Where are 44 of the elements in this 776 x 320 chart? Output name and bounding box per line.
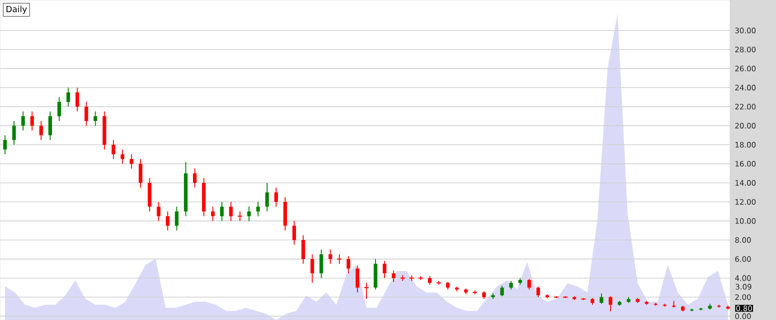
candlestick — [166, 210, 170, 231]
candlestick — [536, 286, 540, 298]
candlestick — [192, 168, 197, 188]
candlestick — [356, 265, 360, 293]
candlestick — [374, 258, 378, 290]
candlestick — [94, 110, 98, 126]
candlestick — [328, 249, 332, 264]
candlestick — [84, 101, 88, 126]
candlestick — [211, 206, 215, 222]
candlestick — [3, 134, 7, 155]
candlestick — [265, 182, 269, 212]
text: Daily — [6, 6, 27, 14]
candlestick — [527, 278, 531, 290]
candlestick — [392, 270, 396, 282]
candlestick — [120, 149, 124, 164]
candlestick — [600, 292, 604, 304]
candlestick — [320, 249, 324, 279]
candlestick — [500, 285, 504, 297]
candlestick — [138, 158, 142, 188]
candlestick — [229, 201, 233, 222]
candlestick — [301, 234, 306, 264]
candlestick — [283, 196, 287, 231]
candlestick — [174, 206, 179, 231]
candlestick — [30, 110, 34, 131]
candlestick — [148, 178, 152, 212]
candlestick — [274, 187, 278, 208]
candlestick — [66, 87, 70, 108]
candlestick — [608, 296, 612, 312]
candlestick — [12, 120, 16, 146]
candlestick — [48, 110, 52, 140]
candlestick — [21, 110, 25, 131]
candlestick — [292, 220, 296, 246]
candlestick — [310, 254, 314, 284]
candlestick — [382, 260, 386, 279]
candlestick — [57, 96, 62, 122]
candlestick — [247, 206, 251, 222]
candlestick — [112, 140, 116, 160]
candlestick — [220, 201, 224, 222]
candlestick — [346, 256, 350, 274]
candlestick — [39, 120, 43, 140]
candlestick — [256, 201, 260, 217]
candlestick — [75, 87, 80, 112]
candlestick — [130, 154, 134, 170]
candlestick — [156, 201, 160, 222]
